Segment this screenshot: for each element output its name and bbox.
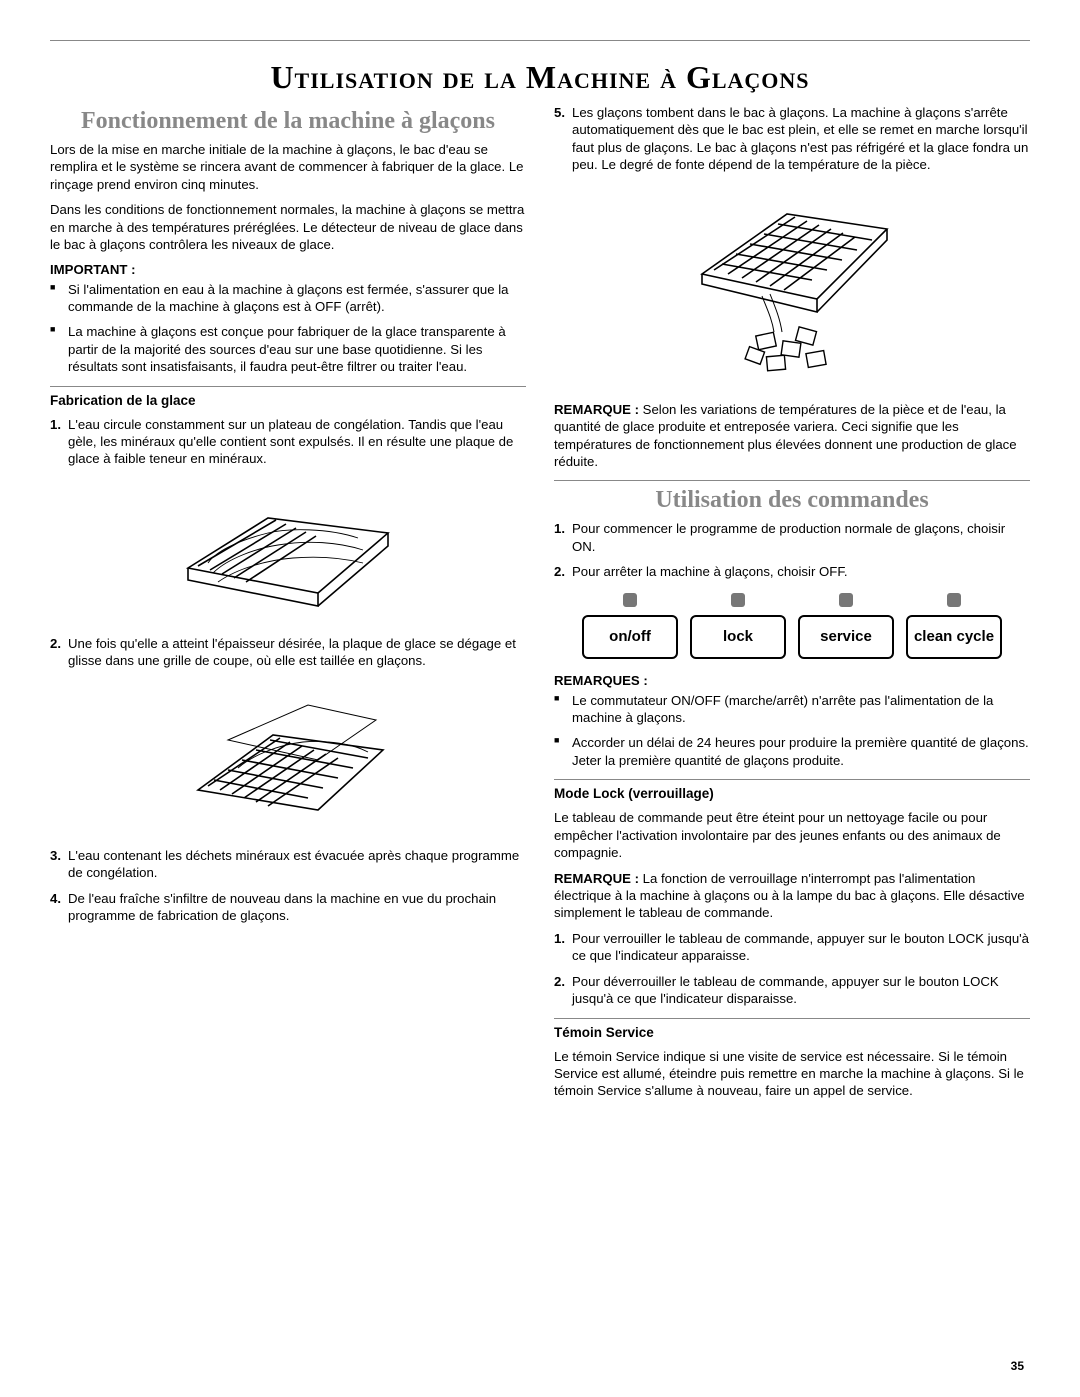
remarques-list: Le commutateur ON/OFF (marche/arrêt) n'a… <box>554 692 1030 770</box>
lock-para-1: Le tableau de commande peut être éteint … <box>554 809 1030 861</box>
page-number: 35 <box>1011 1359 1024 1373</box>
onoff-button[interactable]: on/off <box>582 615 678 659</box>
right-rule-2 <box>554 779 1030 780</box>
fabrication-step: Une fois qu'elle a atteint l'épaisseur d… <box>68 635 526 670</box>
remarques-item: Le commutateur ON/OFF (marche/arrêt) n'a… <box>572 692 1030 727</box>
lock-step: Pour verrouiller le tableau de commande,… <box>572 930 1030 965</box>
right-rule-3 <box>554 1018 1030 1019</box>
clean-cycle-button[interactable]: clean cycle <box>906 615 1002 659</box>
fabrication-steps-cont: Une fois qu'elle a atteint l'épaisseur d… <box>50 635 526 670</box>
led-icon <box>623 593 637 607</box>
control-panel: on/off lock service clean cycle <box>554 593 1030 659</box>
left-para-2: Dans les conditions de fonctionnement no… <box>50 201 526 253</box>
remarques-item: Accorder un délai de 24 heures pour prod… <box>572 734 1030 769</box>
right-column: Les glaçons tombent dans le bac à glaçon… <box>554 104 1030 1108</box>
remarques-label: REMARQUES : <box>554 673 1030 688</box>
lock-heading: Mode Lock (verrouillage) <box>554 786 1030 801</box>
page-title: Utilisation de la Machine à Glaçons <box>50 59 1030 96</box>
left-para-1: Lors de la mise en marche initiale de la… <box>50 141 526 193</box>
control-clean: clean cycle <box>906 593 1002 659</box>
service-para: Le témoin Service indique si une visite … <box>554 1048 1030 1100</box>
step-5: Les glaçons tombent dans le bac à glaçon… <box>572 104 1030 174</box>
fabrication-steps-end: L'eau contenant les déchets minéraux est… <box>50 847 526 925</box>
service-button[interactable]: service <box>798 615 894 659</box>
service-heading: Témoin Service <box>554 1025 1030 1040</box>
lock-button[interactable]: lock <box>690 615 786 659</box>
command-step: Pour arrêter la machine à glaçons, chois… <box>572 563 1030 580</box>
fabrication-heading: Fabrication de la glace <box>50 393 526 408</box>
control-service: service <box>798 593 894 659</box>
fabrication-step: L'eau contenant les déchets minéraux est… <box>68 847 526 882</box>
command-steps: Pour commencer le programme de productio… <box>554 520 1030 580</box>
important-list: Si l'alimentation en eau à la machine à … <box>50 281 526 376</box>
ice-bin-illustration <box>554 184 1030 389</box>
left-section-heading: Fonctionnement de la machine à glaçons <box>50 108 526 135</box>
freezing-tray-illustration <box>50 478 526 623</box>
cutting-grid-illustration <box>50 680 526 835</box>
important-label: IMPORTANT : <box>50 262 526 277</box>
important-item: La machine à glaçons est conçue pour fab… <box>68 323 526 375</box>
lock-steps: Pour verrouiller le tableau de commande,… <box>554 930 1030 1008</box>
led-icon <box>839 593 853 607</box>
led-icon <box>947 593 961 607</box>
right-rule-1 <box>554 480 1030 481</box>
lock-remarque: REMARQUE : La fonction de verrouillage n… <box>554 870 1030 922</box>
left-rule-1 <box>50 386 526 387</box>
important-item: Si l'alimentation en eau à la machine à … <box>68 281 526 316</box>
step-5-list: Les glaçons tombent dans le bac à glaçon… <box>554 104 1030 174</box>
control-lock: lock <box>690 593 786 659</box>
fabrication-step: De l'eau fraîche s'infiltre de nouveau d… <box>68 890 526 925</box>
fabrication-step: L'eau circule constamment sur un plateau… <box>68 416 526 468</box>
fabrication-steps: L'eau circule constamment sur un plateau… <box>50 416 526 468</box>
command-step: Pour commencer le programme de productio… <box>572 520 1030 555</box>
led-icon <box>731 593 745 607</box>
right-section-heading: Utilisation des commandes <box>554 487 1030 514</box>
control-onoff: on/off <box>582 593 678 659</box>
left-column: Fonctionnement de la machine à glaçons L… <box>50 104 526 1108</box>
lock-remarque-label: REMARQUE : <box>554 871 639 886</box>
two-column-layout: Fonctionnement de la machine à glaçons L… <box>50 104 1030 1108</box>
top-divider <box>50 40 1030 41</box>
lock-step: Pour déverrouiller le tableau de command… <box>572 973 1030 1008</box>
remarque-label: REMARQUE : <box>554 402 639 417</box>
remarque-temp: REMARQUE : Selon les variations de tempé… <box>554 401 1030 471</box>
